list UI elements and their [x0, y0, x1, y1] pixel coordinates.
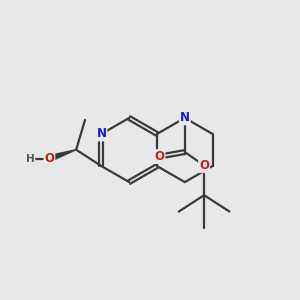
- Text: O: O: [199, 159, 209, 172]
- Text: N: N: [180, 111, 190, 124]
- Polygon shape: [48, 150, 76, 161]
- Text: H: H: [26, 154, 34, 164]
- Text: N: N: [96, 128, 106, 140]
- Text: O: O: [44, 152, 54, 165]
- Text: O: O: [154, 150, 164, 163]
